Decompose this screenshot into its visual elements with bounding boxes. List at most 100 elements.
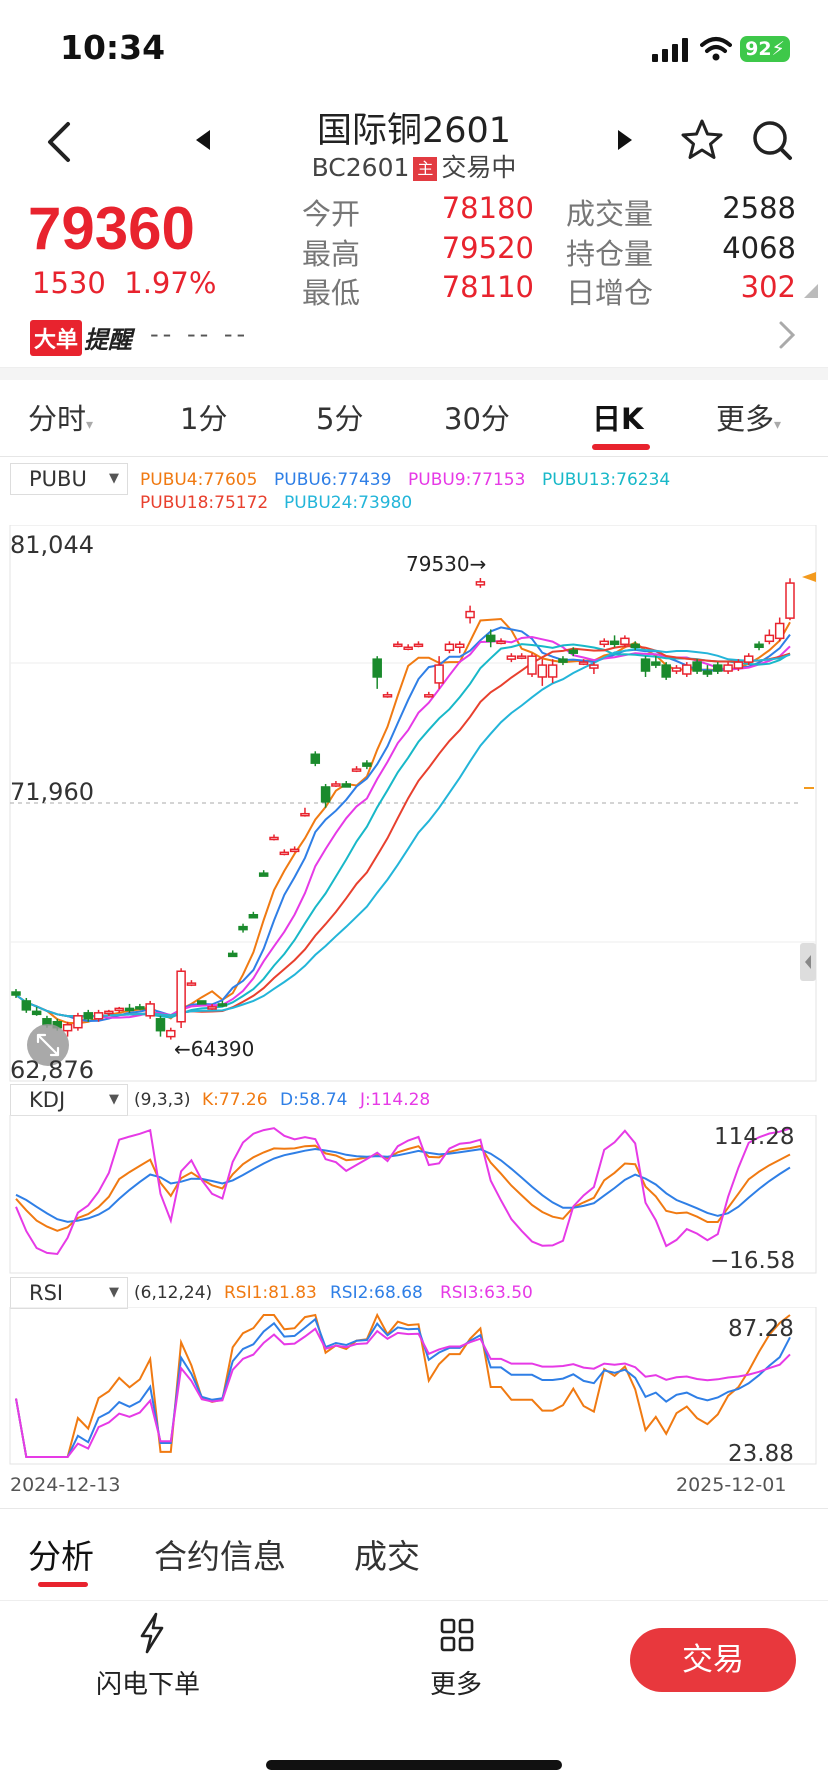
trade-button[interactable]: 交易 [630,1628,796,1692]
candle-down [124,1007,135,1012]
tab-more-label: 更多 [716,402,775,436]
legend-pubu13: PUBU13:76234 [542,470,671,490]
candle-up [506,655,517,660]
rsi-frame [9,1307,817,1465]
candle-up [104,1010,114,1015]
y-axis-min: 62,876 [10,1056,94,1084]
rsi-params: (6,12,24) [134,1283,213,1303]
kdj-indicator-select[interactable]: KDJ ▼ [10,1084,128,1116]
tab-trades[interactable]: 成交 [354,1537,420,1576]
candle-down [713,664,723,672]
contract-code: BC2601 [311,153,410,182]
candle-down [702,670,713,675]
lightning-icon[interactable] [136,1612,168,1654]
big-order-alert-row[interactable] [0,306,828,368]
candle-down [485,634,496,643]
rsi-name: RSI [29,1281,64,1305]
home-indicator[interactable] [266,1760,562,1770]
legend-pubu4: PUBU4:77605 [140,470,258,490]
label-high: 最高 [302,237,361,271]
candle-up [455,643,465,649]
start-date: 2024-12-13 [10,1474,121,1496]
candle-down [42,1018,52,1026]
rsi-indicator-select[interactable]: RSI ▼ [10,1277,128,1309]
rsi2-line [15,1317,791,1458]
contract-subtitle: BC2601 主交易中 [200,148,628,184]
expand-corner-icon[interactable] [804,284,818,298]
ma-line-4 [15,617,791,1025]
candle-up [589,664,599,669]
candle-up [176,970,186,1023]
kdj-max-label: 114.28 [714,1124,795,1150]
grid-more-icon[interactable] [440,1618,474,1652]
kdj-d: D:58.74 [280,1090,348,1110]
tab-more[interactable]: 更多▾ [716,396,781,438]
main-indicator-select[interactable]: PUBU ▼ [10,463,128,495]
rsi-min-label: 23.88 [728,1441,794,1467]
main-contract-badge: 主 [413,157,438,181]
high-price-marker: 79530→ [406,552,487,576]
alert-label: 提醒 [84,326,132,354]
value-open: 78180 [441,191,534,225]
candle-down [227,952,238,958]
tab-analysis[interactable]: 分析 [28,1537,94,1576]
label-open-interest: 持仓量 [566,237,654,271]
candle-up [403,646,413,651]
main-indicator-value: PUBU [29,467,87,491]
next-contract-icon[interactable] [616,130,632,150]
kdj-frame [9,1115,817,1274]
price-change: 1530 1.97% [32,266,216,300]
caret-down-icon: ▼ [109,1285,119,1300]
candle-up [300,812,310,817]
more-button[interactable]: 更多 [430,1670,483,1700]
star-icon[interactable] [680,118,724,162]
tab-1min[interactable]: 1分 [180,402,228,436]
candle-down [83,1012,93,1020]
last-price: 79360 [28,195,195,262]
y-axis-max: 81,044 [10,531,94,559]
tab-intraday[interactable]: 分时▾ [28,396,93,438]
change-value: 1530 [32,266,106,300]
tab-daily-k[interactable]: 日K [592,402,644,436]
candle-down [341,783,351,788]
value-high: 79520 [441,231,534,265]
candlestick-chart[interactable] [0,525,828,1085]
rsi-chart[interactable] [0,1307,828,1467]
value-open-interest: 4068 [722,231,796,265]
chevron-right-icon[interactable] [778,320,796,350]
flash-order-button[interactable]: 闪电下单 [96,1670,201,1700]
kdj-k-line [15,1144,791,1232]
candle-down [197,1000,207,1005]
signal-icon [652,38,688,62]
tab-contract-info[interactable]: 合约信息 [154,1537,286,1576]
candle-down [11,991,21,996]
back-icon[interactable] [44,120,74,164]
y-axis-mid: 71,960 [10,778,94,806]
ma-line-9 [15,635,791,1019]
candle-up [723,664,733,672]
kdj-j: J:114.28 [360,1090,431,1110]
rsi-max-label: 87.28 [728,1316,794,1342]
wifi-icon [700,37,732,61]
candle-down [372,658,382,678]
ma-line-13 [15,643,791,1019]
search-icon[interactable] [752,118,794,162]
candle-up [269,836,279,841]
candle-down [248,914,259,919]
tab-30min[interactable]: 30分 [444,402,510,436]
candle-down [640,658,651,672]
rsi2: RSI2:68.68 [330,1283,423,1303]
candle-down [568,649,579,654]
kdj-chart[interactable] [0,1115,828,1275]
candle-up [289,848,300,853]
last-price-marker [802,572,816,582]
candle-up [764,634,775,643]
tab-5min[interactable]: 5分 [316,402,364,436]
legend-pubu6: PUBU6:77439 [274,470,392,490]
candle-up [62,1023,73,1032]
trade-status: 交易中 [441,153,517,182]
contract-title: 国际铜2601 [316,111,512,151]
prev-contract-icon[interactable] [196,130,212,150]
change-pct: 1.97% [124,266,217,300]
candle-up [351,768,362,772]
